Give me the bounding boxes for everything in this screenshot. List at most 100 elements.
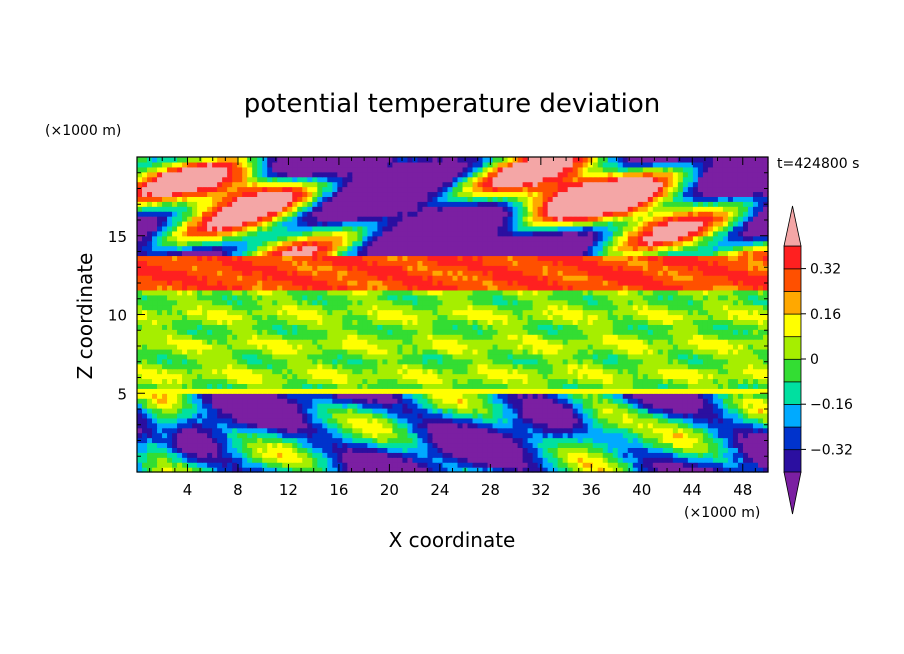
heatmap-cell (422, 353, 429, 360)
heatmap-cell (487, 299, 494, 306)
heatmap-cell (312, 417, 318, 424)
heatmap-cell (557, 284, 564, 291)
heatmap-cell (662, 383, 669, 389)
heatmap-cell (522, 467, 529, 473)
heatmap-cell (197, 437, 203, 444)
heatmap-cell (382, 275, 388, 281)
heatmap-cell (472, 299, 479, 306)
heatmap-cell (297, 294, 303, 301)
heatmap-cell (552, 289, 559, 296)
heatmap-cell (282, 417, 288, 424)
heatmap-cell (232, 275, 238, 281)
heatmap-cell (267, 437, 273, 444)
heatmap-cell (522, 358, 529, 365)
heatmap-cell (302, 309, 308, 316)
heatmap-cell (187, 457, 193, 463)
heatmap-cell (277, 363, 283, 370)
heatmap-cell (522, 309, 529, 316)
heatmap-cell (547, 329, 554, 335)
heatmap-cell (567, 353, 574, 360)
heatmap-cell (592, 334, 599, 340)
heatmap-cell (187, 324, 193, 330)
heatmap-cell (517, 467, 524, 473)
heatmap-cell (212, 289, 218, 296)
heatmap-cell (137, 432, 143, 439)
heatmap-cell (367, 378, 373, 384)
heatmap-cell (567, 427, 574, 434)
heatmap-cell (257, 408, 263, 414)
heatmap-cell (207, 432, 213, 439)
heatmap-cell (242, 383, 248, 389)
heatmap-cell (422, 388, 429, 394)
heatmap-cell (432, 373, 439, 380)
heatmap-cell (702, 344, 709, 350)
heatmap-cell (312, 344, 318, 350)
heatmap-cell (157, 289, 163, 296)
heatmap-cell (687, 299, 694, 306)
heatmap-cell (157, 437, 163, 444)
heatmap-cell (742, 393, 749, 399)
heatmap-cell (672, 427, 679, 434)
heatmap-cell (667, 432, 674, 439)
heatmap-cell (147, 442, 153, 448)
heatmap-cell (732, 412, 739, 419)
heatmap-cell (217, 294, 223, 301)
heatmap-cell (372, 319, 378, 325)
heatmap-cell (157, 457, 163, 463)
heatmap-cell (647, 467, 654, 473)
heatmap-cell (422, 378, 429, 384)
heatmap-cell (567, 294, 574, 301)
heatmap-cell (442, 412, 449, 419)
heatmap-cell (627, 432, 634, 439)
heatmap-cell (252, 314, 258, 321)
heatmap-cell (662, 417, 669, 424)
heatmap-cell (202, 447, 208, 453)
heatmap-cell (137, 368, 143, 375)
heatmap-cell (572, 324, 579, 330)
heatmap-cell (172, 408, 178, 414)
heatmap-cell (247, 344, 253, 350)
heatmap-cell (477, 427, 484, 434)
heatmap-cell (232, 462, 238, 468)
heatmap-cell (217, 334, 223, 340)
heatmap-cell (227, 388, 233, 394)
heatmap-cell (442, 427, 449, 434)
heatmap-cell (637, 324, 644, 330)
heatmap-cell (702, 353, 709, 360)
heatmap-cell (447, 299, 454, 306)
heatmap-cell (152, 324, 158, 330)
heatmap-cell (297, 388, 303, 394)
heatmap-cell (522, 329, 529, 335)
heatmap-cell (427, 378, 434, 384)
heatmap-cell (757, 373, 764, 380)
heatmap-cell (292, 358, 298, 365)
heatmap-cell (572, 432, 579, 439)
heatmap-cell (547, 314, 554, 321)
heatmap-cell (427, 294, 434, 301)
heatmap-cell (372, 294, 378, 301)
heatmap-cell (402, 462, 409, 468)
heatmap-cell (487, 427, 494, 434)
heatmap-cell (717, 304, 724, 311)
heatmap-cell (377, 373, 383, 380)
heatmap-cell (287, 467, 293, 473)
heatmap-cell (732, 427, 739, 434)
heatmap-cell (762, 314, 769, 321)
heatmap-cell (722, 462, 729, 468)
heatmap-cell (222, 304, 228, 311)
heatmap-cell (687, 368, 694, 375)
heatmap-cell (157, 284, 163, 291)
heatmap-cell (337, 275, 343, 281)
heatmap-cell (762, 304, 769, 311)
heatmap-cell (472, 334, 479, 340)
heatmap-cell (717, 363, 724, 370)
heatmap-cell (347, 388, 353, 394)
heatmap-cell (482, 368, 489, 375)
heatmap-cell (217, 408, 223, 414)
heatmap-cell (342, 368, 348, 375)
heatmap-cell (272, 363, 278, 370)
heatmap-cell (212, 348, 218, 355)
heatmap-cell (537, 412, 544, 419)
heatmap-cell (337, 289, 343, 296)
heatmap-cell (557, 309, 564, 316)
